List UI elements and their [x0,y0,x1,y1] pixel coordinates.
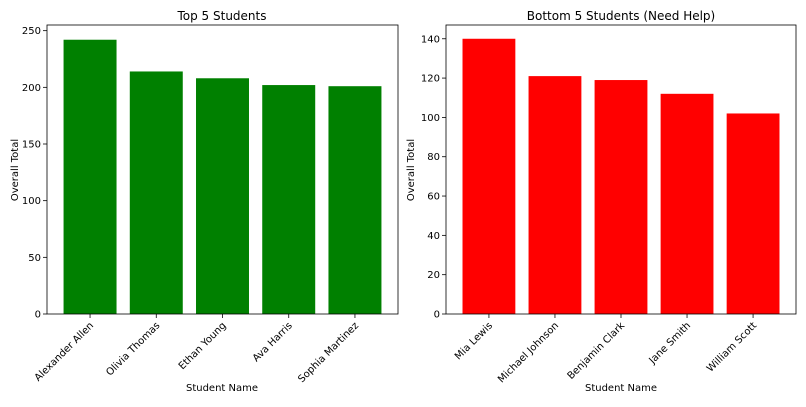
chart-title: Top 5 Students [176,9,266,23]
y-tick-label: 50 [28,253,41,264]
x-axis-label: Student Name [186,383,258,394]
bar-william-scott [726,113,780,314]
y-tick-label: 40 [427,231,440,242]
bar-benjamin-clark [594,80,648,314]
y-tick-label: 60 [427,192,440,203]
y-tick-label: 250 [22,26,41,37]
bottom-students-chart: Bottom 5 Students (Need Help) Student Na… [406,9,797,394]
x-tick-label: Mia Lewis [453,320,495,362]
y-tick-label: 100 [22,196,41,207]
bar-olivia-thomas [129,71,183,314]
y-tick-label: 100 [421,113,440,124]
y-tick-label: 0 [434,310,440,321]
x-axis-label: Student Name [585,383,657,394]
x-tick-label: Sophia Martinez [296,320,361,385]
bar-jane-smith [660,93,714,314]
bar-alexander-allen [63,39,117,314]
bar-sophia-martinez [328,86,382,314]
y-tick-label: 0 [35,310,41,321]
axes-frame [46,24,399,315]
x-tick-label: Ethan Young [177,320,229,372]
y-tick-label: 150 [22,140,41,151]
y-tick-label: 120 [421,74,440,85]
y-tick-label: 200 [22,83,41,94]
x-tick-label: Benjamin Clark [566,320,628,382]
y-tick-label: 80 [427,152,440,163]
bar-ava-harris [262,85,316,314]
y-axis-label: Overall Total [406,139,417,201]
top-students-chart: Top 5 Students Student Name Overall Tota… [10,9,399,394]
bar-mia-lewis [462,38,516,315]
y-tick-label: 140 [421,34,440,45]
y-tick-label: 20 [427,270,440,281]
x-tick-label: Michael Johnson [496,320,561,385]
x-tick-label: Olivia Thomas [104,320,162,378]
x-tick-label: Alexander Allen [33,320,96,383]
bar-michael-johnson [528,76,582,314]
y-axis-label: Overall Total [10,139,21,201]
bar-ethan-young [196,78,249,315]
x-tick-label: Ava Harris [251,320,295,364]
x-tick-label: William Scott [705,320,759,374]
axes-frame [445,24,797,315]
x-tick-label: Jane Smith [647,320,694,367]
chart-title: Bottom 5 Students (Need Help) [527,9,715,23]
